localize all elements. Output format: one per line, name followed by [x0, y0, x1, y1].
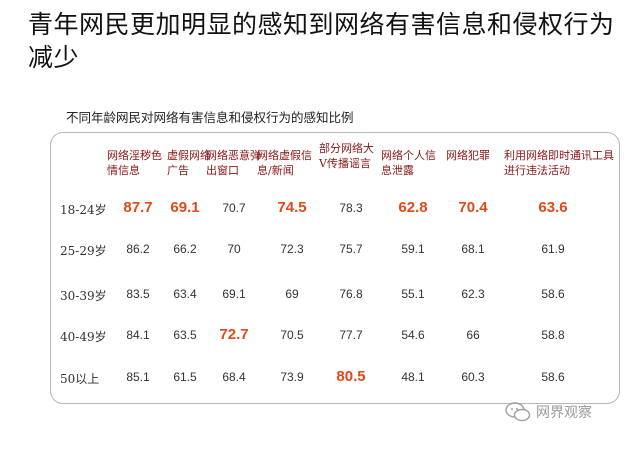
- highlighted-cell: 80.5: [336, 368, 366, 385]
- table-cell: 84.1: [126, 328, 150, 342]
- column-header: 虚假网络广告: [167, 149, 211, 177]
- watermark-text: 网界观察: [536, 405, 592, 421]
- table-cell: 48.1: [401, 370, 425, 384]
- table-cell: 59.1: [401, 242, 425, 256]
- highlighted-cell: 70.4: [458, 199, 488, 216]
- table-cell: 63.4: [173, 287, 197, 301]
- column-header: 利用网络即时通讯工具进行违法活动: [504, 149, 614, 177]
- row-label: 40-49岁: [60, 330, 107, 344]
- table-cell: 70.7: [222, 201, 246, 215]
- column-header: 网络个人信息泄露: [381, 149, 436, 177]
- table-cell: 69.1: [222, 287, 246, 301]
- table-cell: 66.2: [173, 242, 197, 256]
- row-label: 18-24岁: [60, 203, 107, 217]
- table-cell: 68.1: [461, 242, 485, 256]
- table-panel: [50, 132, 620, 404]
- column-header: 网络虚假信息/新闻: [257, 149, 312, 177]
- highlighted-cell: 62.8: [398, 199, 428, 216]
- watermark: 网界观察: [505, 402, 592, 422]
- table-cell: 69: [285, 287, 299, 301]
- table-cell: 62.3: [461, 287, 485, 301]
- table-cell: 78.3: [339, 201, 363, 215]
- table-cell: 70.5: [280, 328, 304, 342]
- table-cell: 60.3: [461, 370, 485, 384]
- table-cell: 58.8: [541, 328, 565, 342]
- table-title: 不同年龄网民对网络有害信息和侵权行为的感知比例: [66, 110, 354, 125]
- table-cell: 68.4: [222, 370, 246, 384]
- row-label: 50以上: [60, 372, 100, 386]
- table-cell: 77.7: [339, 328, 363, 342]
- column-header: 网络犯罪: [446, 149, 490, 162]
- row-label: 25-29岁: [60, 244, 107, 258]
- table-cell: 54.6: [401, 328, 425, 342]
- table-cell: 58.6: [541, 370, 565, 384]
- page-title: 青年网民更加明显的感知到网络有害信息和侵权行为减少: [28, 10, 615, 72]
- table-cell: 63.5: [173, 328, 197, 342]
- table-cell: 73.9: [280, 370, 304, 384]
- table-cell: 86.2: [126, 242, 150, 256]
- table-cell: 85.1: [126, 370, 150, 384]
- table-cell: 61.9: [541, 242, 565, 256]
- column-header: 部分网络大V传播谣言: [319, 142, 374, 170]
- table-cell: 76.8: [339, 287, 363, 301]
- table-cell: 61.5: [173, 370, 197, 384]
- highlighted-cell: 87.7: [123, 199, 153, 216]
- table-cell: 58.6: [541, 287, 565, 301]
- column-header: 网络淫秽色情信息: [107, 149, 162, 177]
- table-cell: 66: [466, 328, 480, 342]
- table-cell: 55.1: [401, 287, 425, 301]
- table-cell: 75.7: [339, 242, 363, 256]
- highlighted-cell: 74.5: [277, 199, 307, 216]
- table-cell: 72.3: [280, 242, 304, 256]
- wechat-icon: [505, 402, 531, 422]
- highlighted-cell: 63.6: [538, 199, 568, 216]
- table-cell: 83.5: [126, 287, 150, 301]
- highlighted-cell: 69.1: [170, 199, 200, 216]
- column-header: 网络恶意弹出窗口: [206, 149, 261, 177]
- table-cell: 70: [227, 242, 241, 256]
- row-label: 30-39岁: [60, 289, 107, 303]
- highlighted-cell: 72.7: [219, 326, 249, 343]
